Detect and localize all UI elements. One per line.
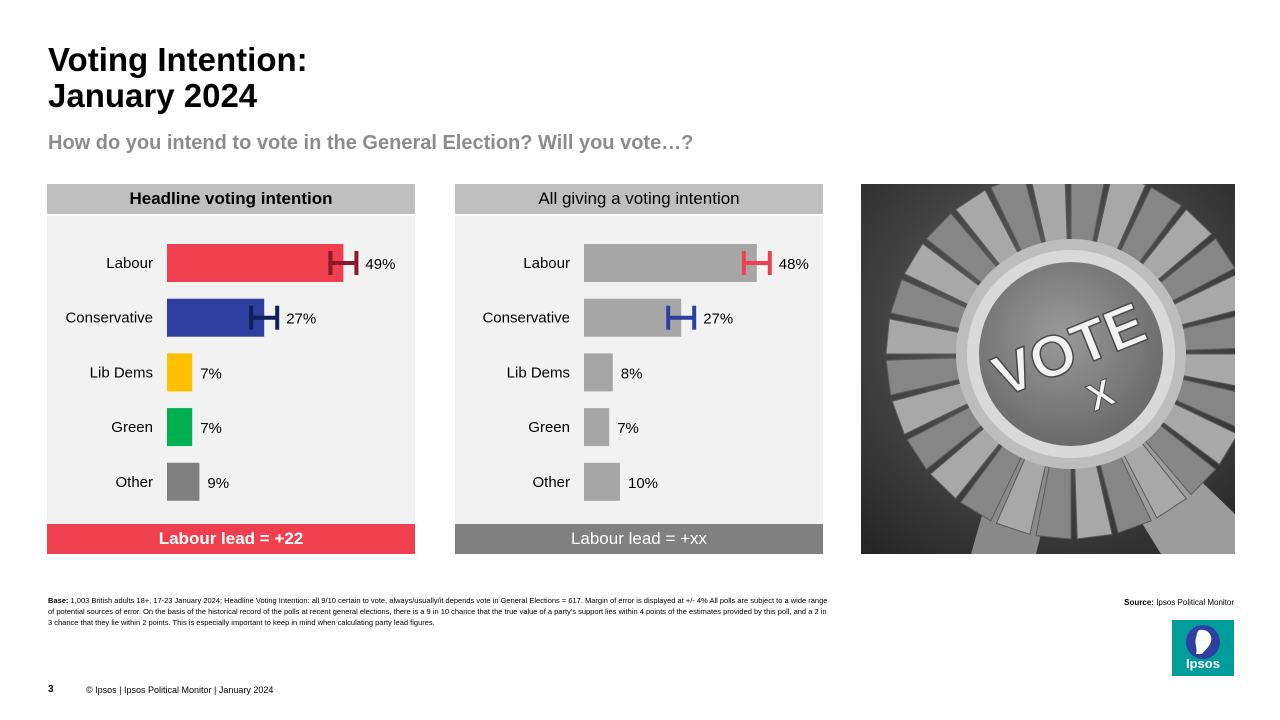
lead-banner: Labour lead = +22 <box>47 524 415 554</box>
category-label: Labour <box>106 255 153 272</box>
bar <box>167 408 193 447</box>
logo-text: Ipsos <box>1186 656 1220 671</box>
category-label: Conservative <box>65 310 153 327</box>
value-label: 27% <box>703 311 733 328</box>
chart-title: Headline voting intention <box>47 184 415 214</box>
bar <box>167 353 193 392</box>
chart-title: All giving a voting intention <box>455 184 823 214</box>
category-label: Conservative <box>482 310 570 327</box>
rosette-photo: VOTE X <box>861 184 1235 554</box>
lead-banner: Labour lead = +xx <box>455 524 823 554</box>
page-title: Voting Intention: January 2024 <box>48 42 308 114</box>
divider <box>47 214 415 216</box>
source-note: Source: Ipsos Political Monitor <box>1124 598 1234 607</box>
title-line-2: January 2024 <box>48 77 258 114</box>
bar <box>584 462 620 501</box>
divider <box>455 214 823 216</box>
headline-chart-panel: Headline voting intention Labour 49% Conse… <box>47 184 415 554</box>
rosette-pleats <box>885 184 1235 540</box>
base-text: 1,003 British adults 18+, 17-23 January … <box>48 596 828 627</box>
bar <box>584 353 613 392</box>
title-line-1: Voting Intention: <box>48 41 308 78</box>
logo-emblem-icon <box>1186 625 1220 659</box>
source-text: Ipsos Political Monitor <box>1153 598 1234 607</box>
value-label: 27% <box>286 311 316 328</box>
category-label: Lib Dems <box>90 364 153 381</box>
rosette-center <box>979 262 1163 446</box>
bar <box>584 244 757 282</box>
headline-bar-chart: Labour 49% Conservative 27% Lib Dems 7% Green 7… <box>65 244 395 501</box>
category-label: Labour <box>523 255 570 272</box>
category-label: Green <box>111 419 153 436</box>
vote-rosette-image: VOTE X <box>861 184 1235 554</box>
copyright-text: © Ipsos | Ipsos Political Monitor | Janu… <box>86 685 274 695</box>
all-intention-bar-chart: Labour 48% Conservative 27% Lib Dems 8% Green 7… <box>482 244 809 501</box>
category-label: Other <box>115 474 153 491</box>
bar <box>167 462 200 501</box>
all-intention-chart-panel: All giving a voting intention Labour 48% C… <box>455 184 823 554</box>
ipsos-logo: Ipsos <box>1172 620 1234 676</box>
page-number: 3 <box>48 684 54 695</box>
category-label: Other <box>532 474 570 491</box>
bar <box>584 298 682 337</box>
bar <box>167 298 265 337</box>
base-label: Base: <box>48 596 69 605</box>
value-label: 7% <box>617 420 639 437</box>
page-subtitle: How do you intend to vote in the General… <box>48 132 694 154</box>
source-label: Source: <box>1124 598 1154 607</box>
value-label: 48% <box>779 256 809 273</box>
category-label: Green <box>528 419 570 436</box>
base-note: Base: 1,003 British adults 18+, 17-23 Ja… <box>48 595 828 628</box>
value-label: 7% <box>200 420 222 437</box>
category-label: Lib Dems <box>507 364 570 381</box>
value-label: 8% <box>621 365 643 382</box>
bar <box>167 244 344 282</box>
bar <box>584 408 610 447</box>
value-label: 9% <box>207 475 229 492</box>
value-label: 10% <box>628 475 658 492</box>
value-label: 7% <box>200 365 222 382</box>
value-label: 49% <box>365 256 395 273</box>
